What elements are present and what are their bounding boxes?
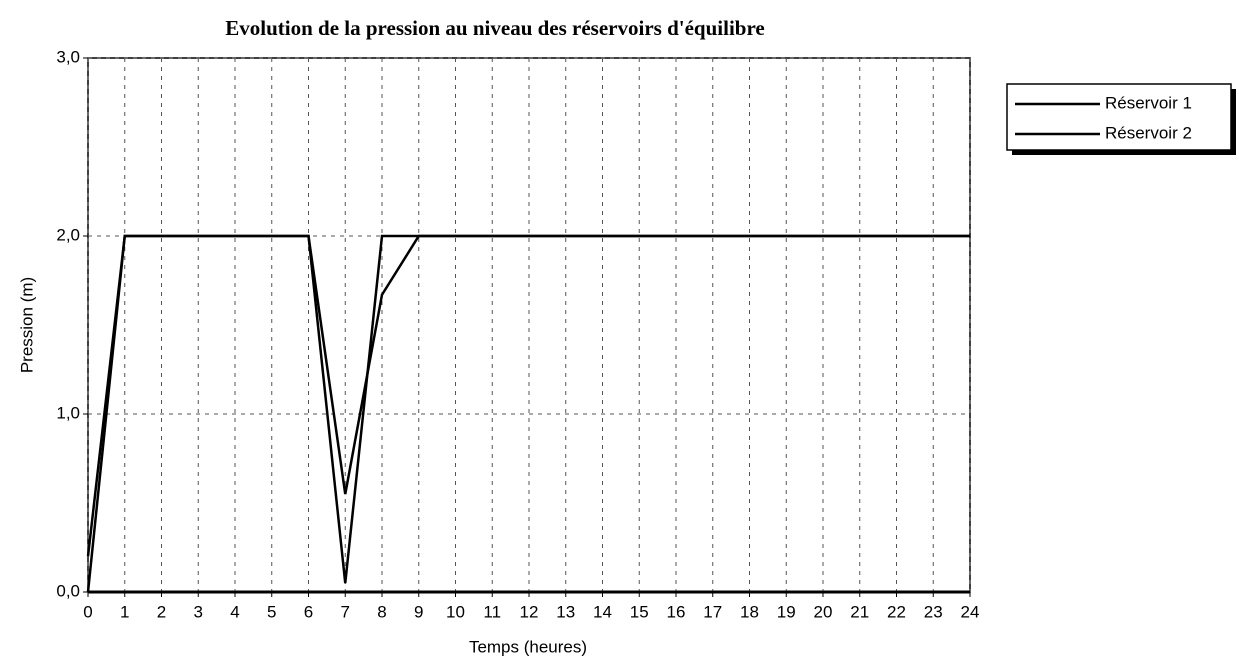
x-tick-label: 22: [887, 602, 906, 621]
x-tick-label: 11: [483, 602, 501, 621]
x-tick-label: 20: [814, 602, 833, 621]
y-axis-label: Pression (m): [17, 277, 36, 373]
legend-label: Réservoir 1: [1105, 93, 1192, 112]
x-tick-label: 6: [304, 602, 313, 621]
y-tick-label: 2,0: [56, 225, 80, 244]
legend-label: Réservoir 2: [1105, 123, 1192, 142]
x-tick-label: 3: [194, 602, 203, 621]
x-tick-label: 16: [667, 602, 686, 621]
y-tick-label: 3,0: [56, 47, 80, 66]
chart-title: Evolution de la pression au niveau des r…: [225, 16, 764, 40]
x-tick-label: 13: [556, 602, 575, 621]
x-tick-label: 10: [446, 602, 465, 621]
x-tick-label: 7: [341, 602, 350, 621]
x-tick-label: 18: [740, 602, 759, 621]
x-axis-label: Temps (heures): [469, 637, 587, 656]
x-tick-label: 21: [850, 602, 869, 621]
series-line: [86, 234, 970, 557]
x-tick-label: 2: [157, 602, 166, 621]
x-tick-label: 19: [777, 602, 796, 621]
x-tick-label: 4: [230, 602, 239, 621]
x-tick-label: 24: [961, 602, 980, 621]
x-tick-label: 15: [630, 602, 649, 621]
x-tick-label: 12: [520, 602, 539, 621]
x-tick-label: 9: [414, 602, 423, 621]
x-tick-label: 23: [924, 602, 943, 621]
x-tick-label: 14: [593, 602, 612, 621]
x-tick-label: 8: [377, 602, 386, 621]
y-tick-label: 0,0: [56, 581, 80, 600]
y-tick-label: 1,0: [56, 403, 80, 422]
x-tick-label: 0: [83, 602, 92, 621]
x-tick-label: 17: [703, 602, 722, 621]
x-tick-label: 1: [120, 602, 129, 621]
legend-box: [1006, 83, 1232, 151]
x-tick-label: 5: [267, 602, 276, 621]
